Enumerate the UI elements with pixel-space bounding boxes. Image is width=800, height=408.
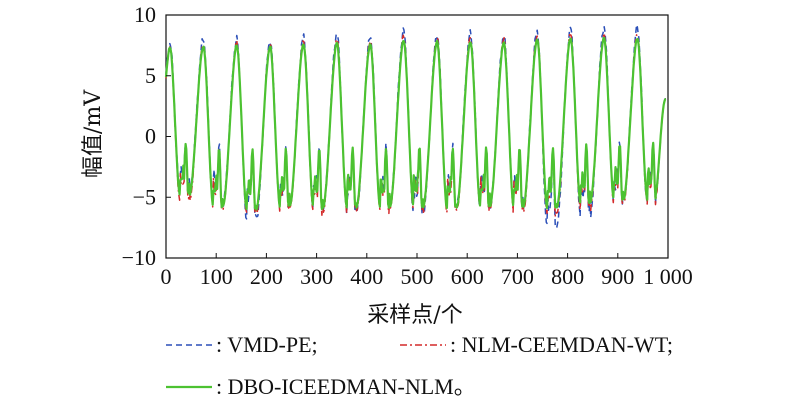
- x-axis-label: 采样点/个: [367, 303, 462, 328]
- y-tick-label: 5: [145, 63, 156, 88]
- x-tick-label: 800: [551, 264, 584, 289]
- x-tick-label: 200: [250, 264, 283, 289]
- legend: : VMD-PE; : NLM-CEEMDAN-WT; : DBO-ICEEDMAN…: [166, 332, 673, 399]
- series-line-3: [164, 36, 667, 211]
- x-tick-label: 500: [401, 264, 434, 289]
- axes: 0 100 200 300 400 500 600 700 800 900 1 000 10 5 0 −5 −…: [122, 2, 693, 289]
- y-tick-label: −10: [122, 245, 156, 270]
- x-tick-label: 900: [601, 264, 634, 289]
- y-tick-label: 10: [134, 2, 156, 27]
- x-tick-label: 300: [300, 264, 333, 289]
- x-tick-label: 400: [350, 264, 383, 289]
- x-tick-label: 1 000: [643, 264, 693, 289]
- y-tick-label: −5: [133, 184, 156, 209]
- y-axis-label: 幅值/mV: [81, 89, 106, 178]
- x-tick-label: 100: [200, 264, 233, 289]
- y-tick-label: 0: [145, 124, 156, 149]
- legend-label-1: : VMD-PE;: [216, 332, 318, 357]
- series-line-1: [165, 23, 666, 229]
- legend-label-3: : DBO-ICEEDMAN-NLM。: [216, 374, 476, 399]
- x-tick-label: 0: [161, 264, 172, 289]
- series-layer: [164, 23, 667, 229]
- x-tick-label: 700: [501, 264, 534, 289]
- legend-label-2: : NLM-CEEMDAN-WT;: [450, 332, 673, 357]
- x-tick-label: 600: [451, 264, 484, 289]
